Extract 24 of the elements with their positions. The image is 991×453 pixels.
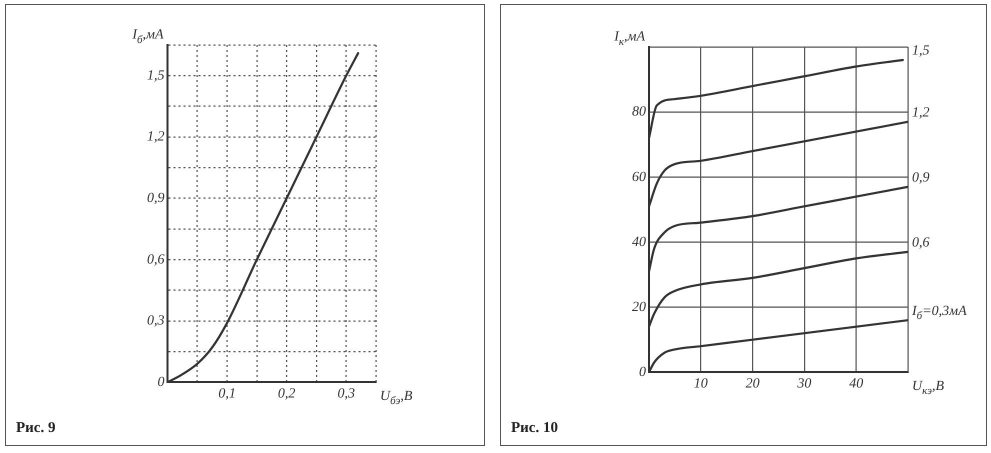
y-tick-label: 1,2: [147, 130, 164, 145]
x-tick-label: 0,2: [278, 386, 296, 402]
y-tick-label: 0,6: [147, 252, 164, 268]
y-tick-label: 0: [639, 364, 646, 380]
text: Рис. 10: [511, 420, 558, 437]
x-tick-label: 40: [849, 376, 864, 392]
y-tick-label: 60: [632, 170, 646, 185]
text: Рис. 9: [16, 420, 56, 437]
y-tick-label: 0,3: [147, 314, 164, 329]
series-label: 0,6: [912, 236, 930, 251]
series-label: 1,2: [912, 105, 930, 120]
series-label: 0,9: [912, 170, 930, 186]
x-tick-label: 0,1: [218, 386, 236, 402]
series-label: 1,5: [912, 44, 930, 59]
x-tick-label: 0,3: [337, 386, 355, 402]
y-tick-label: 20: [632, 300, 646, 315]
y-tick-label: 40: [632, 234, 646, 250]
x-tick-label: 30: [796, 376, 812, 392]
x-tick-label: 20: [746, 376, 760, 392]
x-tick-label: 10: [694, 376, 708, 392]
y-tick-label: 80: [632, 104, 646, 120]
y-tick-label: 0: [158, 374, 164, 390]
y-tick-label: 0,9: [147, 190, 164, 206]
y-tick-label: 1,5: [147, 68, 164, 84]
